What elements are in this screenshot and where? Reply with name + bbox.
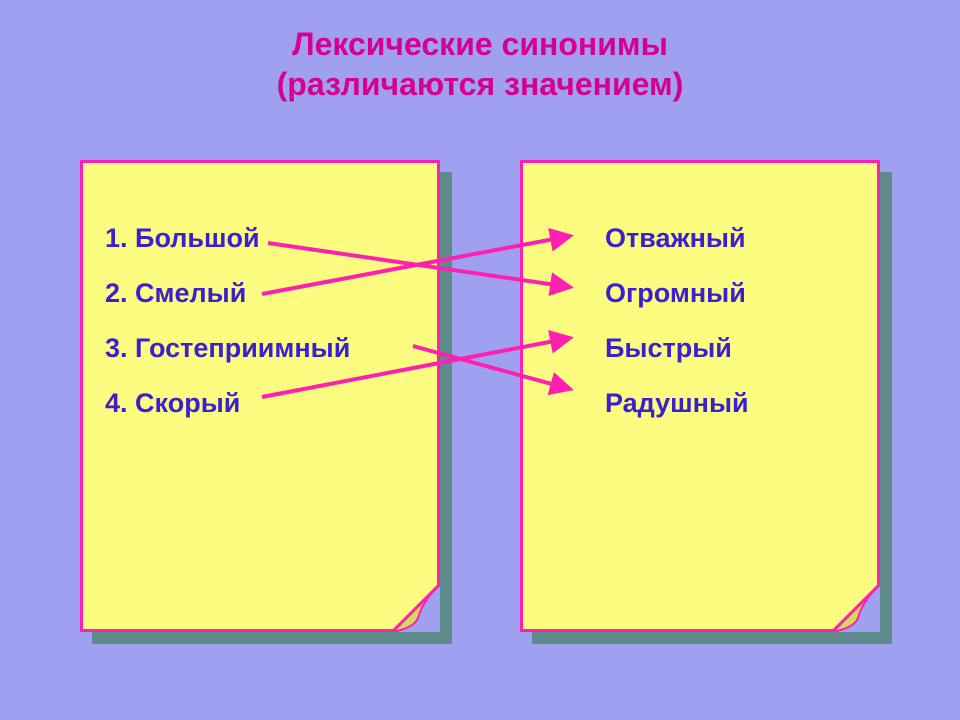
right-item: Отважный xyxy=(545,223,855,254)
page-curl-icon xyxy=(392,584,440,632)
title-line-1: Лексические синонимы xyxy=(0,24,960,64)
item-label: Быстрый xyxy=(605,333,732,363)
item-label: Большой xyxy=(135,223,260,253)
panels-container: 1. Большой 2. Смелый 3. Гостеприимный 4.… xyxy=(0,160,960,680)
right-item: Радушный xyxy=(545,388,855,419)
left-panel: 1. Большой 2. Смелый 3. Гостеприимный 4.… xyxy=(80,160,440,632)
right-item: Быстрый xyxy=(545,333,855,364)
item-label: Отважный xyxy=(605,223,746,253)
right-panel: Отважный Огромный Быстрый Радушный xyxy=(520,160,880,632)
slide-title: Лексические синонимы (различаются значен… xyxy=(0,0,960,104)
left-panel-wrap: 1. Большой 2. Смелый 3. Гостеприимный 4.… xyxy=(80,160,440,632)
item-label: Гостеприимный xyxy=(135,333,350,363)
page-curl-icon xyxy=(832,584,880,632)
item-label: Огромный xyxy=(605,278,746,308)
left-item: 1. Большой xyxy=(105,223,415,254)
item-number: 2. xyxy=(105,278,128,308)
item-label: Скорый xyxy=(135,388,240,418)
right-item: Огромный xyxy=(545,278,855,309)
title-line-2: (различаются значением) xyxy=(0,64,960,104)
left-item: 2. Смелый xyxy=(105,278,415,309)
item-number: 3. xyxy=(105,333,128,363)
right-panel-wrap: Отважный Огромный Быстрый Радушный xyxy=(520,160,880,632)
item-number: 1. xyxy=(105,223,128,253)
item-number: 4. xyxy=(105,388,128,418)
left-item: 4. Скорый xyxy=(105,388,415,419)
item-label: Смелый xyxy=(135,278,246,308)
item-label: Радушный xyxy=(605,388,749,418)
left-item: 3. Гостеприимный xyxy=(105,333,415,364)
